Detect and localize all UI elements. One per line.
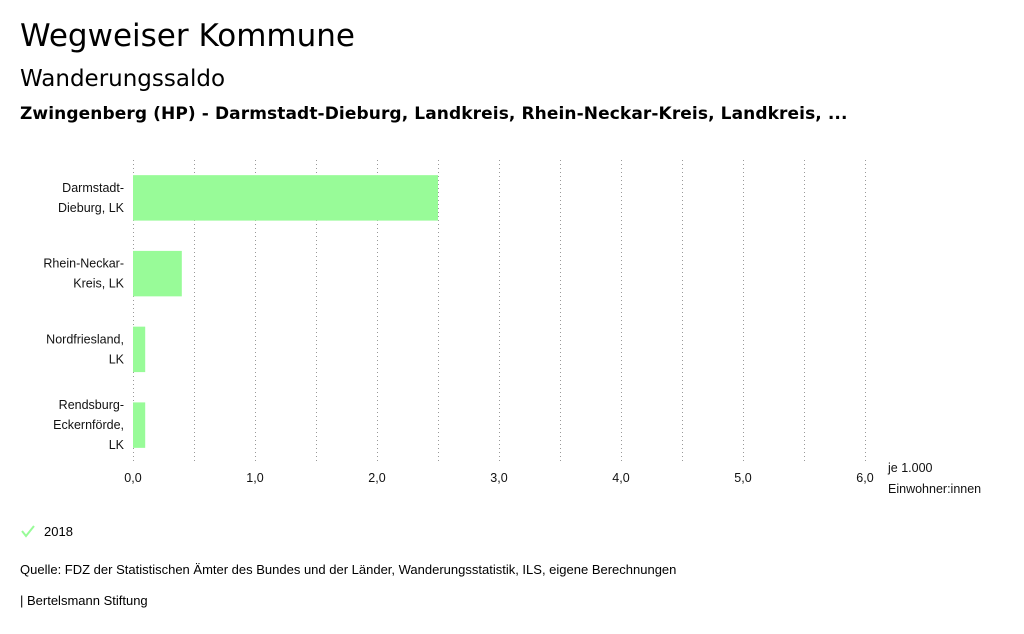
source-note: Quelle: FDZ der Statistischen Ämter des … <box>20 562 677 577</box>
axis-label: je 1.000 <box>887 461 933 475</box>
legend-check-icon[interactable] <box>20 522 36 540</box>
tick-label: 4,0 <box>612 471 629 485</box>
category-label: Darmstadt- <box>62 181 124 195</box>
credit-note: | Bertelsmann Stiftung <box>20 593 148 608</box>
category-label: Dieburg, LK <box>58 201 125 215</box>
category-label: Rendsburg- <box>59 398 124 412</box>
tick-label: 0,0 <box>124 471 141 485</box>
tick-label: 3,0 <box>490 471 507 485</box>
tick-label: 2,0 <box>368 471 385 485</box>
tick-label: 1,0 <box>246 471 263 485</box>
legend-label: 2018 <box>44 523 73 539</box>
category-label: Nordfriesland, <box>46 332 124 346</box>
legend[interactable]: 2018 <box>20 522 73 540</box>
bar <box>133 402 146 448</box>
category-label: LK <box>109 352 125 366</box>
category-label: Rhein-Neckar- <box>43 257 124 271</box>
axis-label: Einwohner:innen <box>888 482 981 496</box>
bar <box>133 175 438 221</box>
bar <box>133 326 146 373</box>
category-label: Kreis, LK <box>73 277 124 291</box>
category-label: LK <box>109 438 125 452</box>
chart-subtitle: Wanderungssaldo <box>20 66 226 92</box>
page-title: Wegweiser Kommune <box>20 18 355 54</box>
region-label: Zwingenberg (HP) - Darmstadt-Dieburg, La… <box>20 104 848 124</box>
bar <box>133 250 182 297</box>
category-label: Eckernförde, <box>53 418 124 432</box>
tick-label: 6,0 <box>856 471 873 485</box>
bar-chart: Darmstadt- Dieburg, LK Rhein-Neckar- Kreis,… <box>43 160 981 496</box>
tick-label: 5,0 <box>734 471 751 485</box>
